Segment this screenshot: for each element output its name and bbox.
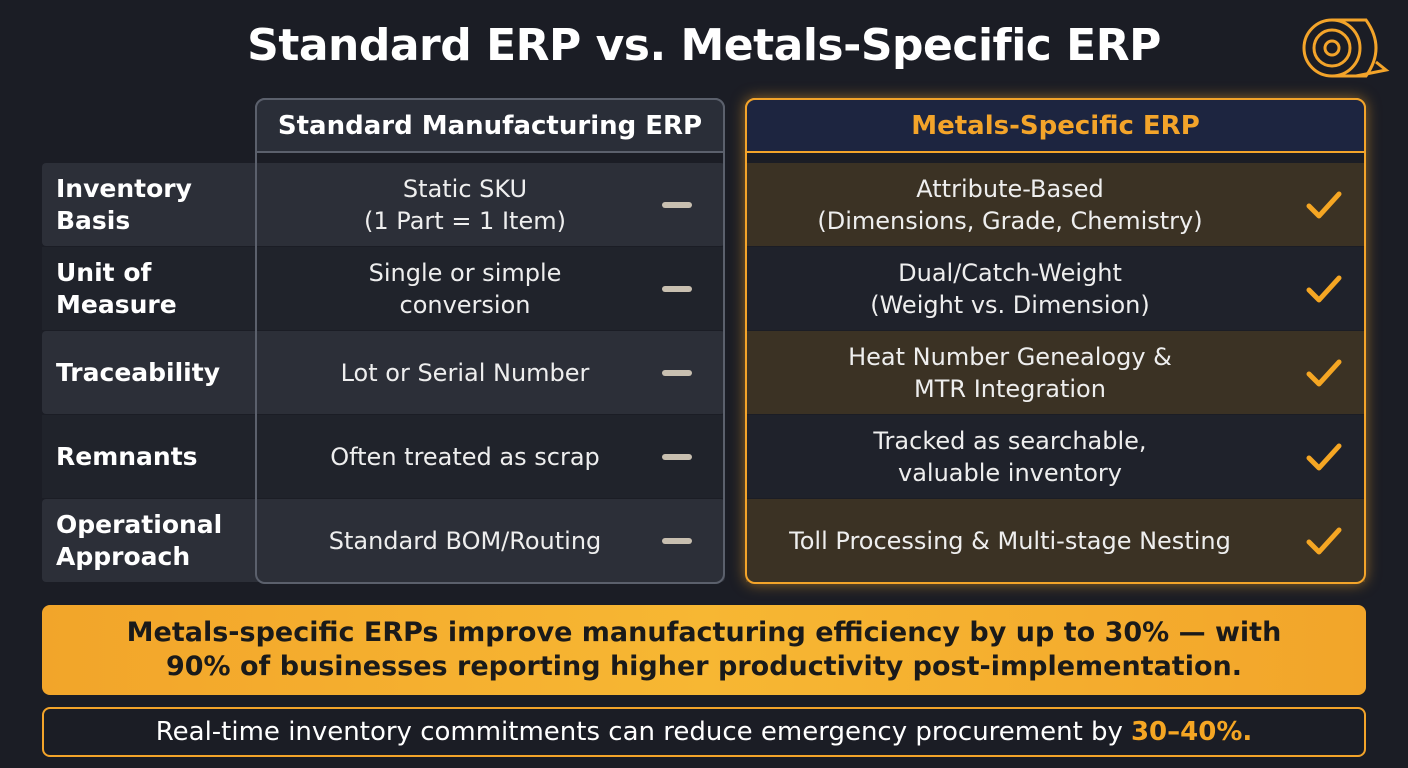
row-band-metals	[746, 331, 1365, 414]
row-label-line: Traceability	[56, 358, 221, 387]
cell-line: Attribute-Based	[916, 175, 1104, 203]
row-label-line: Unit of	[56, 258, 152, 287]
row-label-line: Inventory	[56, 174, 192, 203]
row-band	[42, 247, 725, 330]
coil-icon	[1302, 18, 1390, 78]
callout-line: Metals-specific ERPs improve manufacturi…	[126, 617, 1282, 648]
standard-cell: Single or simple conversion	[257, 247, 673, 331]
row-band-metals	[746, 415, 1365, 498]
metals-cell: Heat Number Genealogy & MTR Integration	[748, 331, 1272, 415]
dash-icon	[662, 454, 692, 460]
row-label-line: Approach	[56, 542, 191, 571]
row-band	[42, 415, 725, 498]
row-label: Traceability	[42, 331, 255, 415]
metals-cell: Attribute-Based (Dimensions, Grade, Chemi…	[748, 163, 1272, 247]
metals-header: Metals-Specific ERP	[745, 98, 1366, 153]
cell-line: conversion	[399, 291, 531, 319]
row-label: Remnants	[42, 415, 255, 499]
check	[1306, 191, 1342, 219]
check	[1306, 359, 1342, 387]
check	[1306, 443, 1342, 471]
row-band	[42, 163, 725, 246]
cell-line: (Weight vs. Dimension)	[870, 291, 1150, 319]
metals-cell: Dual/Catch-Weight (Weight vs. Dimension)	[748, 247, 1272, 331]
dash-icon	[662, 202, 692, 208]
check-icon	[1306, 441, 1342, 473]
row-band-metals	[746, 163, 1365, 246]
cell-line: Toll Processing & Multi-stage Nesting	[789, 527, 1231, 555]
row-label-line: Measure	[56, 290, 177, 319]
footer-highlight: 30–40%.	[1130, 717, 1253, 747]
cell-line: Standard BOM/Routing	[328, 527, 602, 555]
row-band-metals	[746, 247, 1365, 330]
cell-line: Tracked as searchable,	[873, 427, 1147, 455]
callout: Metals-specific ERPs improve manufacturi…	[42, 605, 1366, 695]
check	[1306, 275, 1342, 303]
cell-line: Single or simple	[368, 259, 562, 287]
dash-icon	[662, 538, 692, 544]
metals-cell: Tracked as searchable, valuable inventory	[748, 415, 1272, 499]
row-label: Inventory Basis	[42, 163, 255, 247]
cell-line: Dual/Catch-Weight	[898, 259, 1122, 287]
footer: Real-time inventory commitments can redu…	[42, 707, 1366, 757]
dash-icon	[662, 370, 692, 376]
row-label-line: Remnants	[56, 442, 198, 471]
cell-line: valuable inventory	[897, 459, 1122, 487]
check-icon	[1306, 525, 1342, 557]
standard-cell: Lot or Serial Number	[257, 331, 673, 415]
cell-line: Lot or Serial Number	[340, 359, 590, 387]
check-icon	[1306, 273, 1342, 305]
row-band	[42, 331, 725, 414]
row-label-line: Basis	[56, 206, 131, 235]
cell-line: Heat Number Genealogy &	[848, 343, 1172, 371]
row-label: Unit of Measure	[42, 247, 255, 331]
cell-line: (1 Part = 1 Item)	[364, 207, 566, 235]
check	[1306, 527, 1342, 555]
title: Standard ERP vs. Metals-Specific ERP	[247, 20, 1161, 71]
standard-header: Standard Manufacturing ERP	[255, 98, 725, 153]
row-label-line: Operational	[56, 510, 223, 539]
row-band-metals	[746, 499, 1365, 582]
standard-cell: Standard BOM/Routing	[257, 499, 673, 583]
row-band	[42, 499, 725, 582]
cell-line: Static SKU	[402, 175, 528, 203]
cell-line: (Dimensions, Grade, Chemistry)	[817, 207, 1203, 235]
row-label: Operational Approach	[42, 499, 255, 583]
callout-line: 90% of businesses reporting higher produ…	[165, 651, 1243, 682]
check-icon	[1306, 189, 1342, 221]
cell-line: Often treated as scrap	[330, 443, 600, 471]
standard-cell: Static SKU (1 Part = 1 Item)	[257, 163, 673, 247]
dash-icon	[662, 286, 692, 292]
standard-cell: Often treated as scrap	[257, 415, 673, 499]
footer-text: Real-time inventory commitments can redu…	[155, 717, 1123, 747]
metals-cell: Toll Processing & Multi-stage Nesting	[748, 499, 1272, 583]
cell-line: MTR Integration	[914, 375, 1106, 403]
check-icon	[1306, 357, 1342, 389]
